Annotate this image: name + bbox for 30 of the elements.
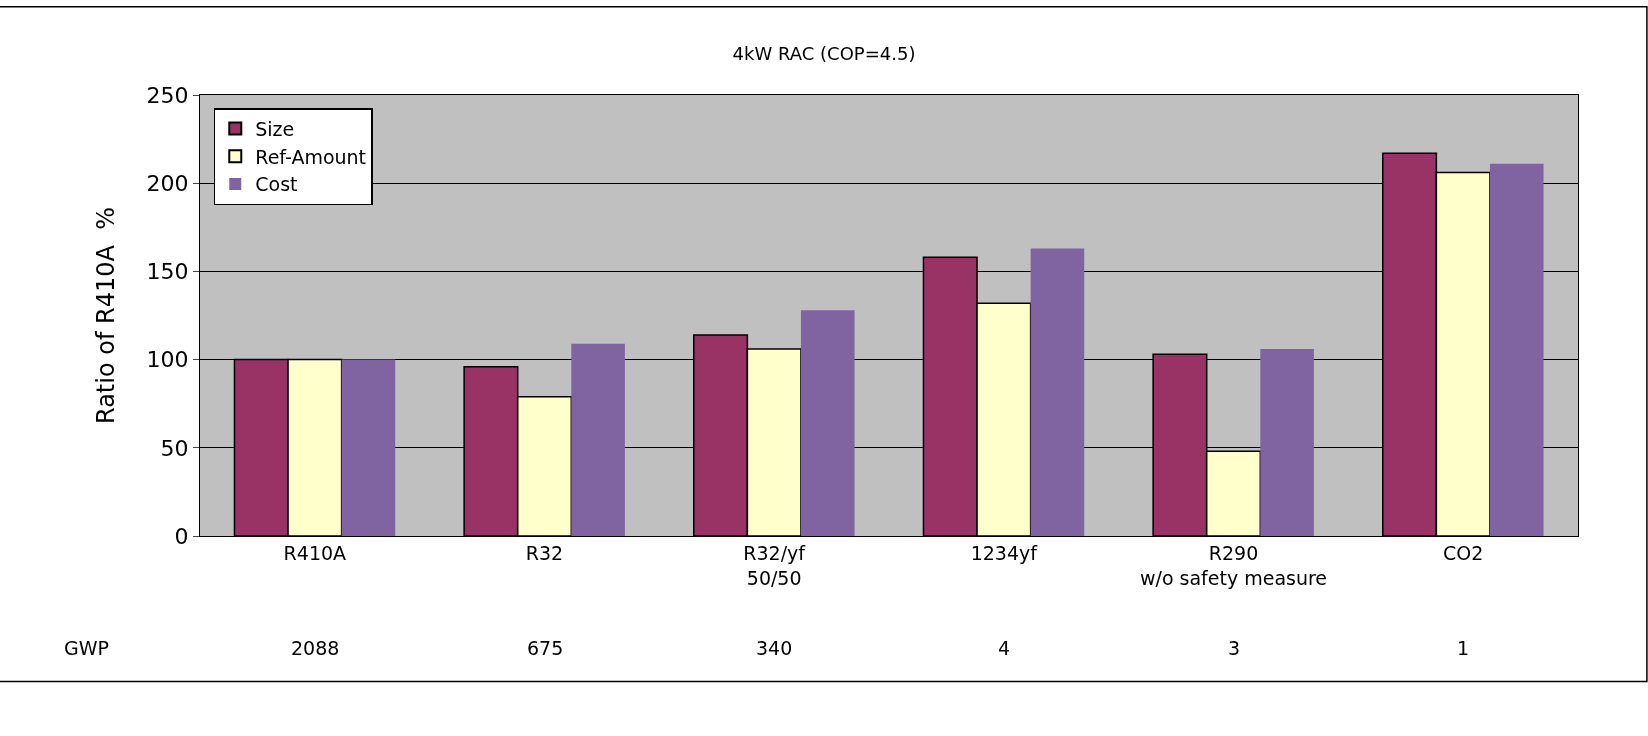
x-tick-label: R32/yf 50/50 <box>743 541 807 589</box>
y-tick-label: 200 <box>146 170 189 196</box>
text: 340 <box>756 637 793 659</box>
text: GWP <box>64 637 109 659</box>
bar <box>800 310 855 536</box>
x-tick-label: 1234yf <box>970 541 1039 564</box>
text: 675 <box>527 637 564 659</box>
y-tick-label: 150 <box>146 259 189 285</box>
legend-label: Size <box>255 117 295 140</box>
y-tick-label: 100 <box>146 347 189 373</box>
text: 2088 <box>291 637 340 659</box>
bar <box>1260 349 1314 536</box>
y-tick-label: 250 <box>146 82 189 108</box>
x-tick-label: R32 <box>525 541 564 564</box>
bar <box>1030 248 1085 536</box>
text: 1 <box>1457 637 1470 659</box>
y-tick-label: 0 <box>174 523 189 549</box>
text: 4 <box>998 637 1011 659</box>
y-axis-title: Ratio of R410A % <box>91 207 120 424</box>
text: 3 <box>1228 637 1241 659</box>
legend-label: Ref-Amount <box>255 145 367 168</box>
x-tick-label: CO2 <box>1443 541 1484 564</box>
chart-title: 4kW RAC (COP=4.5) <box>732 43 916 65</box>
x-tick-label: R290 w/o safety measure <box>1139 541 1328 589</box>
bar <box>341 359 396 536</box>
x-tick-label: R410A <box>283 541 347 564</box>
bar <box>571 343 625 536</box>
bar <box>1489 163 1544 536</box>
y-tick-label: 50 <box>160 435 189 461</box>
legend-label: Cost <box>255 173 298 196</box>
